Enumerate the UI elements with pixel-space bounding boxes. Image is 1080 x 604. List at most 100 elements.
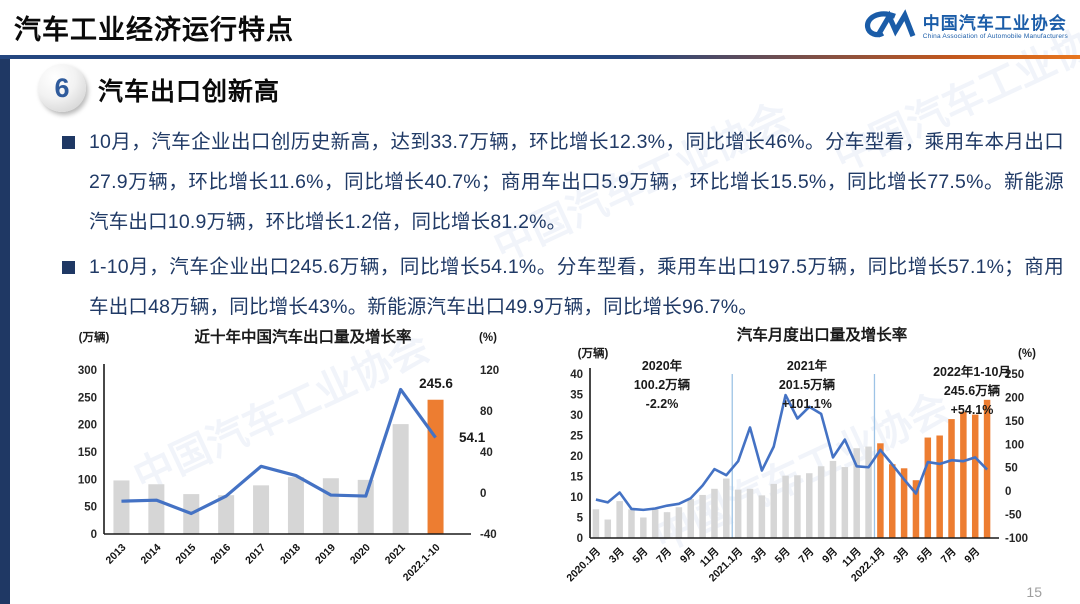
x-label: 2021	[383, 542, 408, 567]
bar-9月	[687, 499, 694, 538]
chart-title: 汽车月度出口量及增长率	[737, 326, 908, 344]
export-monthly-chart-svg: 汽车月度出口量及增长率(万辆) (%)4035302520151050250200…	[564, 325, 1036, 585]
bar-4月	[912, 480, 920, 538]
header-divider	[0, 55, 1080, 59]
x-label: 2014	[138, 542, 163, 567]
right-tick: -40	[480, 529, 497, 541]
bar-2022.1-10	[427, 399, 444, 534]
bullet-square-icon	[62, 261, 75, 274]
x-label: 3月	[607, 546, 627, 566]
left-accent-bar	[0, 59, 10, 604]
bar-2020.1月	[592, 509, 600, 538]
bar-8月	[675, 507, 683, 538]
right-tick: 120	[480, 365, 499, 377]
annotation: 54.1	[459, 430, 486, 445]
org-logo: 中国汽车工业协会 China Association of Automobile…	[859, 5, 1068, 50]
bullet-text: 10月，汽车企业出口创历史新高，达到33.7万辆，环比增长12.3%，同比增长4…	[89, 131, 1064, 233]
bar-6月	[936, 435, 943, 538]
x-label: 9月	[678, 546, 698, 566]
left-axis-unit: (万辆)	[79, 330, 110, 344]
annotation: 245.6	[419, 376, 453, 391]
right-tick: 50	[1005, 463, 1018, 475]
x-label: 7月	[654, 546, 674, 566]
growth-line	[121, 387, 437, 516]
bar-7月	[663, 512, 671, 538]
left-tick: 40	[570, 369, 583, 381]
x-label: 2020.1月	[564, 546, 603, 585]
right-tick: 250	[1005, 369, 1024, 381]
bar-2月	[604, 519, 612, 538]
x-label: 3月	[891, 546, 911, 566]
left-tick: 300	[78, 365, 97, 377]
left-tick: 20	[570, 451, 583, 463]
left-tick: 150	[78, 447, 97, 459]
caam-logo-icon	[859, 5, 917, 50]
x-label: 7月	[796, 546, 816, 566]
annotation: +54.1%	[951, 403, 994, 417]
left-tick: 250	[78, 392, 97, 404]
bar-11月	[711, 488, 718, 538]
bar-12月	[723, 478, 730, 538]
x-label: 7月	[939, 546, 959, 566]
right-axis-unit: (%)	[1018, 348, 1036, 360]
bar-4月	[770, 483, 777, 538]
bullet-item: 10月，汽车企业出口创历史新高，达到33.7万辆，环比增长12.3%，同比增长4…	[62, 122, 1064, 242]
page-title: 汽车工业经济运行特点	[14, 15, 294, 45]
bar-3月	[900, 468, 908, 538]
x-label: 2015	[173, 542, 198, 567]
section-title: 汽车出口创新高	[98, 78, 281, 106]
left-tick: 100	[78, 474, 97, 486]
bullet-text: 1-10月，汽车企业出口245.6万辆，同比增长54.1%。分车型看，乘用车出口…	[89, 256, 1064, 318]
bar-9月	[829, 460, 837, 538]
export-annual-chart: 近十年中国汽车出口量及增长率 (万辆) (%) 300 250 200 150 100 50 0 1…	[68, 326, 528, 604]
right-tick: 0	[1005, 486, 1011, 498]
bar-2019	[322, 478, 339, 534]
growth-line	[595, 393, 989, 512]
export-annual-chart-svg: 近十年中国汽车出口量及增长率 (万辆) (%) 300 250 200 150 100 50 0 1…	[78, 327, 499, 584]
left-axis-unit: (万辆)	[578, 346, 609, 360]
right-tick: 40	[480, 447, 493, 459]
bar-2017	[253, 485, 270, 534]
annotation: 201.5万辆	[779, 377, 836, 392]
bar-5月	[782, 475, 789, 538]
right-tick: 80	[480, 406, 493, 418]
left-tick: 5	[577, 513, 584, 525]
bar-2月	[746, 488, 754, 538]
bar-11月	[853, 448, 860, 538]
bar-2021.1月	[734, 489, 742, 538]
bar-3月	[616, 501, 623, 538]
annotation: 2021年	[787, 358, 828, 373]
right-axis-unit: (%)	[479, 332, 497, 344]
bar-2022.1月	[877, 443, 884, 538]
bar-12月	[865, 446, 872, 538]
right-tick: -100	[1005, 533, 1028, 545]
x-label: 5月	[915, 546, 935, 566]
chart-title: 近十年中国汽车出口量及增长率	[194, 327, 412, 346]
left-tick: 35	[570, 390, 583, 402]
right-tick: 100	[1005, 439, 1024, 451]
bar-9月	[971, 414, 979, 538]
bar-10月	[699, 494, 706, 538]
bar-2013	[113, 480, 130, 534]
x-label: 2017	[243, 542, 268, 567]
x-label: 9月	[962, 546, 982, 566]
x-label: 2016	[208, 542, 233, 567]
page-number: 15	[1026, 584, 1042, 600]
left-tick: 15	[570, 472, 583, 484]
left-tick: 0	[577, 533, 583, 545]
right-tick: 150	[1005, 416, 1024, 428]
bar-4月	[628, 509, 635, 538]
x-label: 2013	[104, 542, 129, 567]
section-number: 6	[54, 72, 70, 103]
bar-5月	[640, 517, 647, 538]
bar-8月	[960, 411, 967, 538]
left-tick: 200	[78, 420, 97, 432]
bar-7月	[948, 419, 955, 538]
org-name-cn: 中国汽车工业协会	[922, 13, 1067, 33]
x-label: 2020	[348, 542, 373, 567]
x-label: 2019	[313, 542, 338, 567]
org-name-en: China Association of Automobile Manufact…	[922, 33, 1068, 41]
left-tick: 10	[570, 492, 583, 504]
x-label: 5月	[630, 546, 650, 566]
